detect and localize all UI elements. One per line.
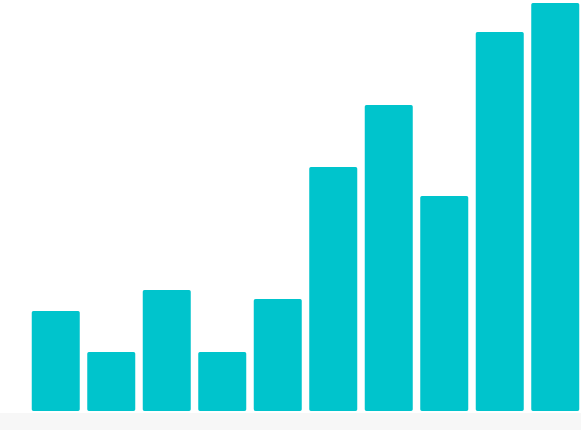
bottom-strip xyxy=(0,413,581,430)
bar xyxy=(309,167,358,411)
bar xyxy=(198,352,247,411)
bar xyxy=(31,311,80,411)
bar xyxy=(531,3,580,411)
bar xyxy=(420,196,469,411)
bar xyxy=(142,290,191,411)
bar xyxy=(87,352,136,411)
bar xyxy=(364,105,413,411)
bar xyxy=(253,299,302,411)
bar xyxy=(475,32,524,411)
